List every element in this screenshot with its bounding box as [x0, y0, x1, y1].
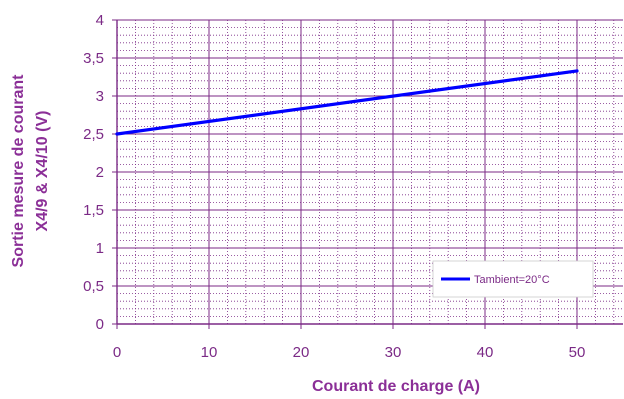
x-tick-label: 0 [113, 344, 121, 361]
y-axis-title-line-2: X4/9 & X4/10 (V) [34, 111, 51, 232]
y-axis-title-line-1: Sortie mesure de courant [10, 74, 27, 268]
legend: Tambient=20°C [432, 260, 594, 298]
x-tick-label: 40 [477, 344, 494, 361]
series-layer [115, 69, 579, 136]
x-tick-label: 50 [569, 344, 586, 361]
y-tick-label: 4 [96, 12, 104, 29]
y-tick-label: 3,5 [83, 50, 104, 67]
y-tick-labels: 0 0,5 1 1,5 2 2,5 3 3,5 4 [83, 12, 104, 333]
y-tick-label: 2 [96, 164, 104, 181]
axes [112, 19, 623, 329]
x-tick-label: 10 [201, 344, 218, 361]
x-tick-label: 20 [293, 344, 310, 361]
minor-grid [117, 20, 623, 324]
x-tick-label: 30 [385, 344, 402, 361]
y-tick-label: 2,5 [83, 126, 104, 143]
y-tick-label: 0,5 [83, 278, 104, 295]
y-tick-label: 3 [96, 88, 104, 105]
x-tick-labels: 0 10 20 30 40 50 [113, 344, 586, 361]
y-tick-label: 1,5 [83, 202, 104, 219]
y-tick-label: 0 [96, 316, 104, 333]
series-line [115, 69, 579, 136]
y-tick-label: 1 [96, 240, 104, 257]
legend-entry: Tambient=20°C [474, 274, 550, 286]
x-axis-title: Courant de charge (A) [312, 378, 480, 395]
